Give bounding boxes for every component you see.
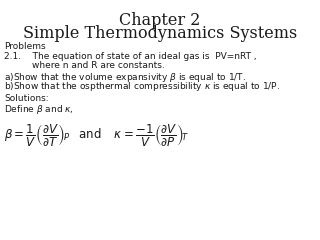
Text: Simple Thermodynamics Systems: Simple Thermodynamics Systems <box>23 25 297 42</box>
Text: 2.1.    The equation of state of an ideal gas is  PV=nRT ,: 2.1. The equation of state of an ideal g… <box>4 52 257 61</box>
Text: Problems: Problems <box>4 42 46 51</box>
Text: a)Show that the volume expansivity $\beta$ is equal to 1/T.: a)Show that the volume expansivity $\bet… <box>4 71 246 84</box>
Text: Define $\beta$ and $\kappa$,: Define $\beta$ and $\kappa$, <box>4 103 74 116</box>
Text: Solutions:: Solutions: <box>4 94 49 103</box>
Text: Chapter 2: Chapter 2 <box>119 12 201 29</box>
Text: $\beta = \dfrac{1}{V}\left(\dfrac{\partial V}{\partial T}\right)_{\!P}$$\;\;$ an: $\beta = \dfrac{1}{V}\left(\dfrac{\parti… <box>4 122 189 148</box>
Text: where n and R are constants.: where n and R are constants. <box>32 61 165 70</box>
Text: b)Show that the ospthermal compressibility $\kappa$ is equal to 1/P.: b)Show that the ospthermal compressibili… <box>4 80 280 93</box>
